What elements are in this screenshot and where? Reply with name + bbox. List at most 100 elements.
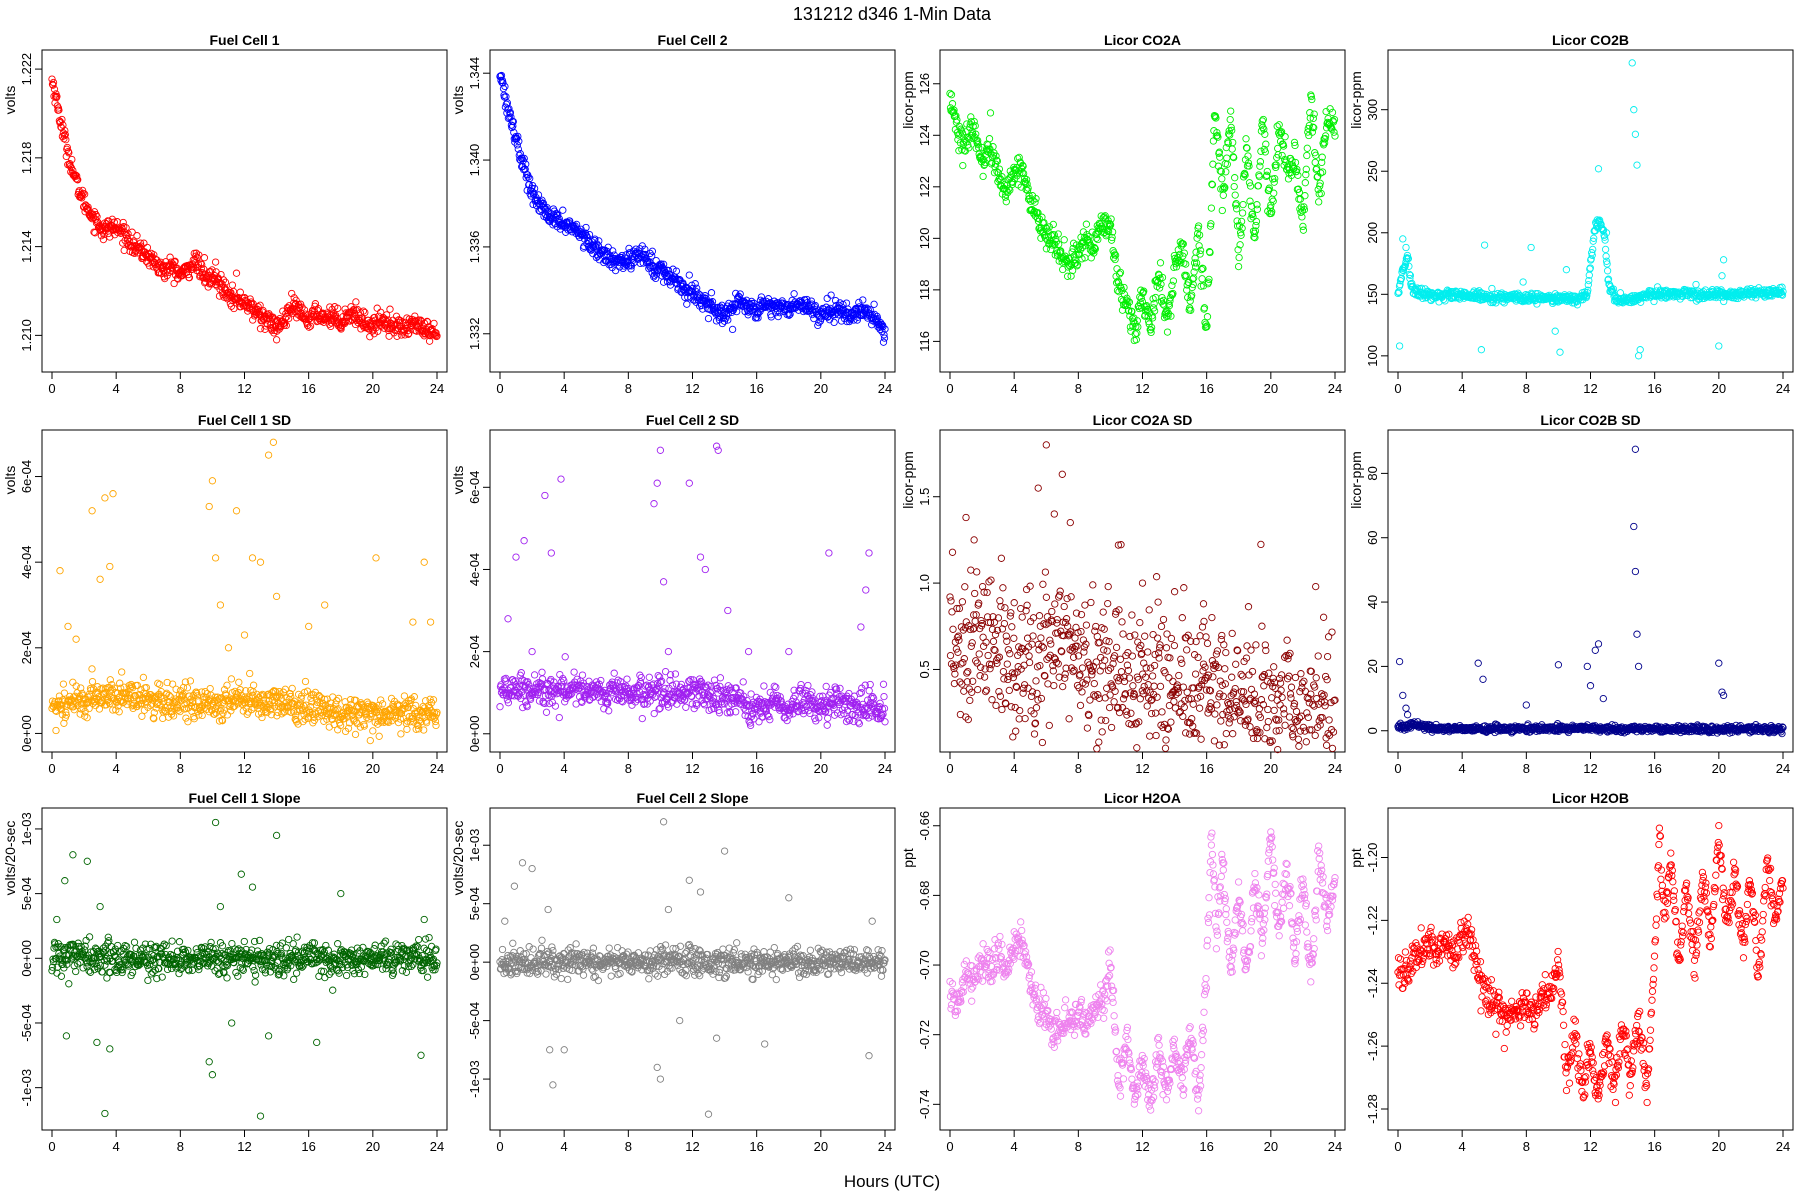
y-tick-label: 1.218 [19, 142, 34, 175]
data-point [857, 623, 865, 631]
y-axis-title: volts [450, 86, 466, 115]
data-point [712, 442, 721, 450]
data-point [421, 697, 430, 705]
data-point [211, 554, 220, 562]
x-tick-label: 0 [946, 381, 953, 396]
data-point [985, 135, 994, 143]
x-tick-label: 8 [177, 761, 184, 776]
data-point [432, 721, 440, 730]
data-point [214, 275, 223, 283]
x-tick-label: 12 [1135, 381, 1149, 396]
x-tick-label: 20 [1712, 381, 1726, 396]
data-point [420, 558, 428, 566]
data-point [270, 315, 279, 323]
data-point [89, 213, 98, 221]
y-tick-label: 4e-04 [19, 546, 34, 579]
data-point [64, 622, 72, 631]
data-point [879, 338, 888, 346]
data-point [704, 314, 713, 323]
data-point [221, 278, 230, 286]
x-tick-label: 12 [685, 761, 699, 776]
x-tick-label: 4 [1459, 381, 1466, 396]
data-point [557, 475, 565, 483]
data-point [1228, 145, 1236, 153]
y-tick-label: 100 [1365, 345, 1380, 367]
data-point [235, 678, 243, 686]
data-point [1636, 346, 1644, 354]
data-point [139, 673, 148, 682]
data-point [1082, 220, 1091, 228]
data-point [72, 635, 80, 643]
data-point [1270, 189, 1278, 197]
data-point [879, 680, 888, 688]
x-tick-label: 12 [685, 381, 699, 396]
data-point [1275, 121, 1283, 129]
data-point [170, 279, 178, 288]
data-point [397, 730, 405, 738]
y-axis-title: licor-ppm [900, 71, 916, 129]
y-tick-label: 1.0 [917, 574, 932, 592]
data-point [1296, 195, 1305, 203]
data-point [528, 647, 536, 656]
data-point [1295, 195, 1303, 203]
y-tick-label: 4e-04 [467, 553, 482, 586]
data-point [329, 693, 337, 701]
data-point [1310, 110, 1318, 118]
panel-2: Fuel Cell 20 4 8 12 16 20 241.3321.3361.3401.3… [450, 32, 896, 396]
y-tick-label: 1.336 [467, 231, 482, 264]
data-point [542, 708, 551, 716]
data-point [88, 215, 96, 223]
x-tick-label: 0 [48, 761, 55, 776]
data-point [961, 583, 969, 591]
data-point [378, 700, 387, 708]
x-tick-label: 16 [301, 381, 315, 396]
data-point [959, 659, 967, 667]
data-point [1603, 267, 1612, 275]
data-point [1163, 328, 1172, 336]
data-point [696, 553, 705, 561]
x-tick-label: 0 [496, 381, 503, 396]
data-point [61, 126, 69, 135]
data-point [373, 304, 381, 312]
data-point [1402, 243, 1410, 252]
data-point [739, 678, 747, 686]
x-tick-label: 4 [1011, 761, 1018, 776]
data-point [685, 271, 693, 279]
data-point [728, 325, 737, 334]
y-tick-label: 2e-04 [19, 631, 34, 664]
data-point [870, 300, 878, 308]
data-point [1399, 235, 1407, 243]
x-tick-label: 20 [366, 761, 380, 776]
panel-title: Fuel Cell 1 SD [198, 412, 291, 428]
data-point [979, 172, 987, 181]
data-point [597, 676, 605, 685]
data-point [1556, 348, 1564, 356]
x-tick-label: 4 [113, 761, 120, 776]
data-point [208, 477, 217, 485]
x-tick-label: 8 [1075, 381, 1082, 396]
data-point [1519, 278, 1527, 286]
data-point [1315, 198, 1323, 206]
data-point [125, 238, 134, 246]
x-tick-label: 4 [1011, 381, 1018, 396]
data-point [724, 606, 732, 615]
x-tick-label: 20 [814, 381, 828, 396]
data-point [206, 684, 214, 693]
y-axis-title: volts [2, 86, 18, 115]
data-point [65, 149, 73, 157]
data-point [53, 92, 61, 101]
data-point [827, 291, 835, 299]
x-tick-label: 16 [749, 381, 763, 396]
y-tick-label: 6e-04 [467, 471, 482, 504]
data-point [1692, 280, 1700, 289]
y-tick-label: 2e-04 [467, 635, 482, 668]
data-point [1488, 284, 1496, 293]
x-tick-label: 4 [561, 381, 568, 396]
y-axis-title: licor-ppm [1348, 71, 1364, 129]
data-point [63, 143, 71, 152]
y-axis-title: volts [450, 466, 466, 495]
data-point [653, 479, 661, 487]
plot-frame [41, 49, 448, 373]
data-point [68, 155, 76, 164]
